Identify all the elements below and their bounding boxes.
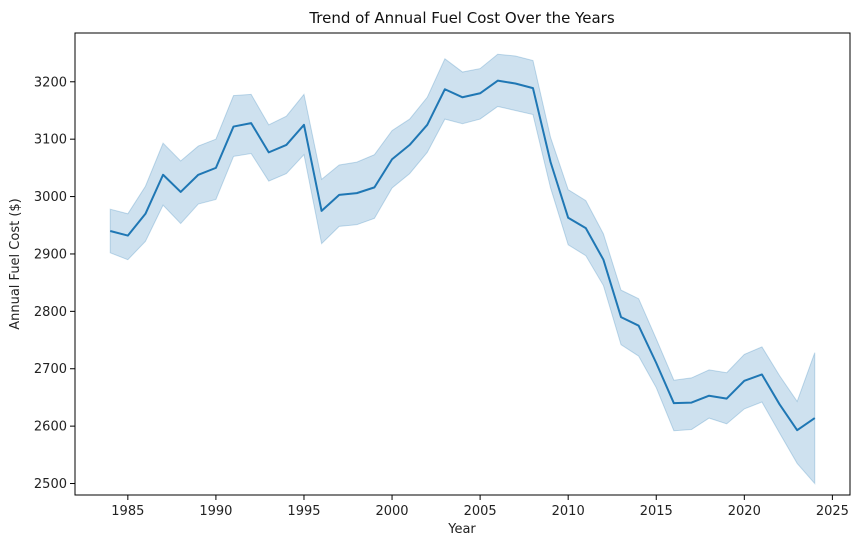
x-axis: 1985 1990 1995 2000 2005 2010 2015 2020 2025 <box>111 495 849 519</box>
x-tick-label: 1995 <box>287 504 320 519</box>
y-tick-label: 2600 <box>34 420 67 435</box>
x-tick-label: 2020 <box>728 504 761 519</box>
y-tick-label: 3100 <box>34 133 67 148</box>
y-tick-label: 3200 <box>34 75 67 90</box>
x-tick-label: 2005 <box>464 504 497 519</box>
y-tick-label: 2900 <box>34 247 67 262</box>
x-tick-label: 1985 <box>111 504 144 519</box>
series-line <box>109 79 816 432</box>
x-tick-label: 2015 <box>640 504 673 519</box>
chart-title: Trend of Annual Fuel Cost Over the Years <box>308 9 615 27</box>
y-tick-label: 2500 <box>34 477 67 492</box>
y-axis-label: Annual Fuel Cost ($) <box>8 198 23 330</box>
x-tick-label: 2025 <box>816 504 849 519</box>
confidence-band <box>109 53 816 485</box>
y-tick-label: 2800 <box>34 305 67 320</box>
y-tick-label: 3000 <box>34 190 67 205</box>
x-tick-label: 2010 <box>552 504 585 519</box>
y-axis: 2500 2600 2700 2800 2900 3000 3100 3200 <box>34 75 75 492</box>
x-axis-label: Year <box>447 522 476 537</box>
x-tick-label: 1990 <box>199 504 232 519</box>
x-tick-label: 2000 <box>375 504 408 519</box>
plot-border <box>74 32 851 496</box>
y-tick-label: 2700 <box>34 362 67 377</box>
plot-area <box>74 32 851 496</box>
